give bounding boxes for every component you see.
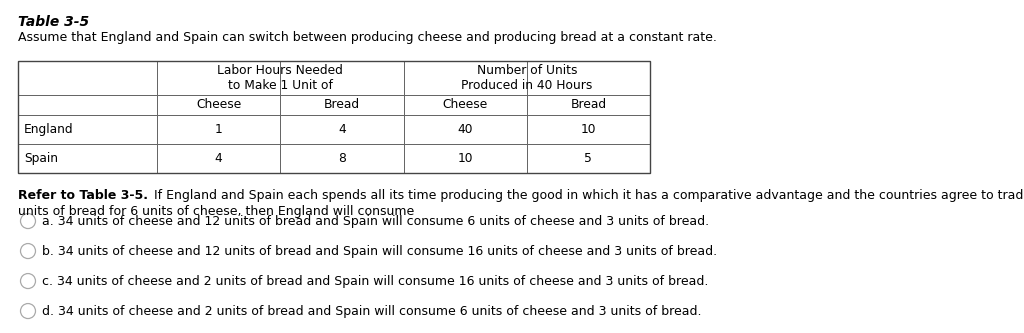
Bar bbox=[526, 144, 650, 173]
Text: 10: 10 bbox=[458, 152, 473, 165]
Text: units of bread for 6 units of cheese, then England will consume: units of bread for 6 units of cheese, th… bbox=[18, 204, 415, 217]
Bar bbox=[281, 95, 403, 115]
Text: 5: 5 bbox=[585, 152, 592, 165]
Text: 4: 4 bbox=[338, 123, 346, 136]
Text: c. 34 units of cheese and 2 units of bread and Spain will consume 16 units of ch: c. 34 units of cheese and 2 units of bre… bbox=[42, 274, 709, 288]
Text: If England and Spain each spends all its time producing the good in which it has: If England and Spain each spends all its… bbox=[146, 189, 1024, 202]
Text: 1: 1 bbox=[215, 123, 222, 136]
Text: Bread: Bread bbox=[324, 99, 360, 112]
Text: d. 34 units of cheese and 2 units of bread and Spain will consume 6 units of che: d. 34 units of cheese and 2 units of bre… bbox=[42, 305, 701, 318]
Bar bbox=[18, 144, 157, 173]
Bar bbox=[403, 115, 526, 144]
Bar bbox=[403, 95, 526, 115]
Bar bbox=[281, 144, 403, 173]
Text: 10: 10 bbox=[581, 123, 596, 136]
Text: Number of Units
Produced in 40 Hours: Number of Units Produced in 40 Hours bbox=[461, 64, 593, 92]
Bar bbox=[18, 95, 157, 115]
Text: Table 3-5: Table 3-5 bbox=[18, 15, 89, 29]
Bar bbox=[403, 61, 526, 95]
Text: Refer to Table 3-5.: Refer to Table 3-5. bbox=[18, 189, 148, 202]
Bar bbox=[526, 115, 650, 144]
Bar bbox=[157, 115, 281, 144]
Bar bbox=[157, 61, 281, 95]
Text: England: England bbox=[24, 123, 74, 136]
Bar bbox=[403, 144, 526, 173]
Text: 4: 4 bbox=[215, 152, 222, 165]
Text: Spain: Spain bbox=[24, 152, 58, 165]
Text: Labor Hours Needed
to Make 1 Unit of: Labor Hours Needed to Make 1 Unit of bbox=[217, 64, 343, 92]
Text: Bread: Bread bbox=[570, 99, 606, 112]
Bar bbox=[18, 115, 157, 144]
Bar bbox=[281, 115, 403, 144]
Bar bbox=[157, 95, 281, 115]
Bar bbox=[18, 61, 650, 173]
Text: 40: 40 bbox=[458, 123, 473, 136]
Text: b. 34 units of cheese and 12 units of bread and Spain will consume 16 units of c: b. 34 units of cheese and 12 units of br… bbox=[42, 244, 717, 257]
Text: 8: 8 bbox=[338, 152, 346, 165]
Bar bbox=[281, 61, 403, 95]
Text: Cheese: Cheese bbox=[442, 99, 487, 112]
Text: Assume that England and Spain can switch between producing cheese and producing : Assume that England and Spain can switch… bbox=[18, 31, 717, 44]
Bar bbox=[526, 95, 650, 115]
Bar bbox=[18, 61, 157, 95]
Text: a. 34 units of cheese and 12 units of bread and Spain will consume 6 units of ch: a. 34 units of cheese and 12 units of br… bbox=[42, 214, 710, 227]
Bar bbox=[157, 144, 281, 173]
Bar bbox=[526, 61, 650, 95]
Text: Cheese: Cheese bbox=[196, 99, 242, 112]
